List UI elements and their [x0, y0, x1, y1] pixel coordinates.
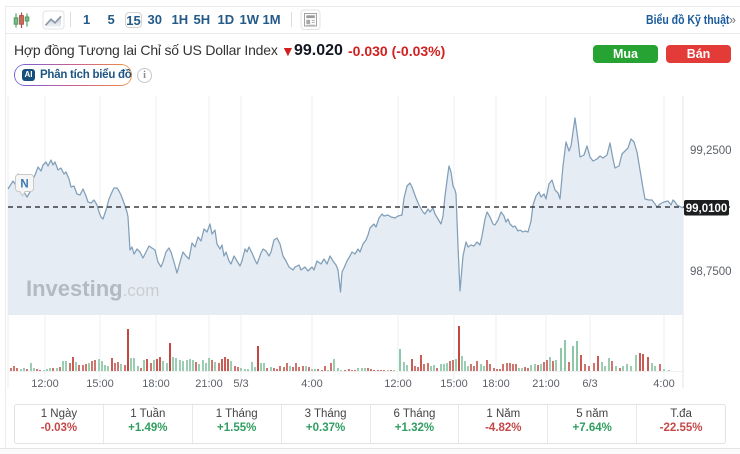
svg-text:15:00: 15:00 — [440, 378, 468, 390]
svg-text:18:00: 18:00 — [482, 378, 510, 390]
svg-text:Investing.com: Investing.com — [26, 276, 159, 301]
svg-text:4:00: 4:00 — [301, 378, 322, 390]
svg-text:18:00: 18:00 — [142, 378, 170, 390]
svg-text:15:00: 15:00 — [86, 378, 114, 390]
svg-text:4:00: 4:00 — [653, 378, 674, 390]
svg-text:12:00: 12:00 — [31, 378, 59, 390]
svg-text:99,0100: 99,0100 — [686, 203, 728, 215]
svg-text:6/3: 6/3 — [582, 378, 597, 390]
svg-text:98,7500: 98,7500 — [690, 266, 732, 278]
svg-text:N: N — [20, 179, 28, 191]
svg-text:99,2500: 99,2500 — [690, 145, 732, 157]
svg-text:21:00: 21:00 — [532, 378, 560, 390]
svg-text:5/3: 5/3 — [233, 378, 248, 390]
svg-text:12:00: 12:00 — [384, 378, 412, 390]
svg-text:21:00: 21:00 — [195, 378, 223, 390]
